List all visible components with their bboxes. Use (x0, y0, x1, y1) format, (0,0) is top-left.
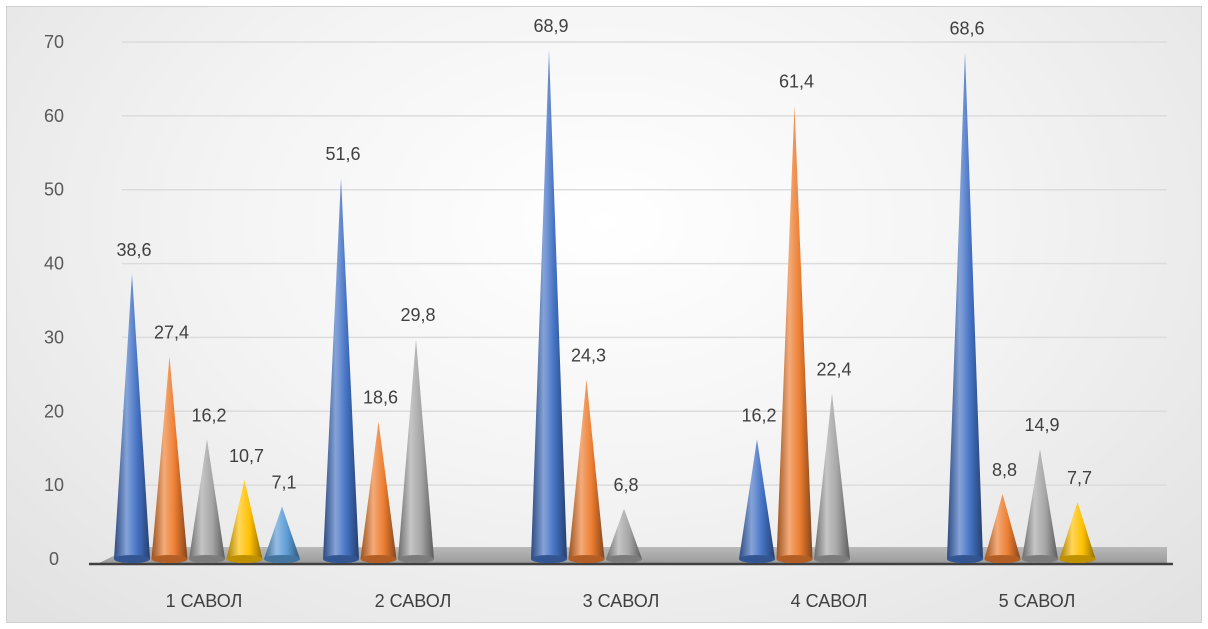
cone-base (264, 555, 300, 563)
y-tick-label: 60 (44, 106, 64, 126)
cone-bar (1022, 448, 1058, 563)
y-tick-label: 50 (44, 180, 64, 200)
cone-body (114, 273, 150, 563)
cone-series (114, 50, 1096, 564)
cone-base (114, 555, 150, 563)
cone-bar (151, 356, 188, 563)
cone-bar (606, 508, 642, 563)
y-tick-label: 0 (49, 549, 59, 569)
y-tick-label: 20 (44, 401, 64, 421)
cone-body (606, 508, 642, 563)
cone-body (814, 393, 850, 563)
cone-base (360, 555, 397, 563)
data-label: 6,8 (613, 475, 638, 495)
x-axis-categories: 1 САВОЛ 2 САВОЛ 3 САВОЛ 4 САВОЛ 5 САВОЛ (166, 591, 1076, 611)
cone-chart: 0 10 20 30 40 50 60 70 38,6 27,4 16,2 10,7 7,1 51,6 1… (44, 16, 1173, 611)
cone-base (151, 555, 188, 563)
data-label: 38,6 (116, 240, 151, 260)
data-label: 16,2 (191, 405, 226, 425)
cone-base (323, 555, 359, 563)
category-label: 2 САВОЛ (375, 591, 452, 611)
data-label: 29,8 (400, 305, 435, 325)
cone-base (1059, 555, 1096, 563)
data-label: 27,4 (154, 323, 189, 343)
cone-bar (739, 439, 775, 563)
chart-frame: 0 10 20 30 40 50 60 70 38,6 27,4 16,2 10,7 7,1 51,6 1… (6, 6, 1202, 623)
cone-bar (947, 52, 983, 564)
cone-base (189, 555, 225, 563)
data-labels: 38,6 27,4 16,2 10,7 7,1 51,6 18,6 29,8 68,9 24,3 6… (116, 16, 1092, 495)
cone-base (398, 555, 434, 563)
cone-bar (776, 105, 813, 563)
category-label: 1 САВОЛ (166, 591, 243, 611)
y-tick-label: 30 (44, 327, 64, 347)
cone-bar (531, 50, 567, 564)
y-axis-ticks: 0 10 20 30 40 50 60 70 (44, 32, 64, 569)
cone-body (264, 506, 300, 563)
cone-body (398, 338, 434, 563)
data-label: 68,9 (533, 16, 568, 36)
cone-bar (189, 439, 225, 563)
cone-base (531, 555, 567, 563)
cone-body (151, 356, 188, 563)
data-label: 14,9 (1024, 415, 1059, 435)
cone-body (1059, 502, 1096, 563)
data-label: 7,1 (271, 473, 296, 493)
cone-base (1022, 555, 1058, 563)
cone-body (360, 421, 397, 563)
grid-lines (122, 41, 1167, 486)
cone-bar (1059, 502, 1096, 563)
cone-body (531, 50, 567, 564)
cone-bar (323, 177, 359, 563)
cone-bar (360, 421, 397, 563)
cone-base (739, 555, 775, 563)
cone-body (739, 439, 775, 563)
cone-body (568, 379, 605, 563)
cone-bar (114, 273, 150, 563)
y-tick-label: 70 (44, 32, 64, 52)
cone-bar (568, 379, 605, 563)
category-label: 4 САВОЛ (791, 591, 868, 611)
cone-body (984, 494, 1021, 563)
cone-bar (226, 479, 263, 563)
cone-body (323, 177, 359, 563)
cone-base (568, 555, 605, 563)
y-tick-label: 10 (44, 475, 64, 495)
cone-base (984, 555, 1021, 563)
cone-base (606, 555, 642, 563)
data-label: 51,6 (325, 144, 360, 164)
y-tick-label: 40 (44, 254, 64, 274)
cone-base (776, 555, 813, 563)
data-label: 10,7 (229, 446, 264, 466)
data-label: 8,8 (992, 460, 1017, 480)
cone-body (189, 439, 225, 563)
data-label: 68,6 (949, 18, 984, 38)
data-label: 16,2 (741, 405, 776, 425)
cone-bar (814, 393, 850, 563)
data-label: 61,4 (779, 72, 814, 92)
cone-base (226, 555, 263, 563)
cone-body (947, 52, 983, 564)
cone-bar (984, 494, 1021, 563)
category-label: 5 САВОЛ (999, 591, 1076, 611)
category-label: 3 САВОЛ (583, 591, 660, 611)
data-label: 22,4 (816, 360, 851, 380)
data-label: 7,7 (1067, 468, 1092, 488)
cone-base (814, 555, 850, 563)
cone-body (1022, 448, 1058, 563)
cone-bar (264, 506, 300, 563)
cone-base (947, 555, 983, 563)
data-label: 24,3 (571, 346, 606, 366)
cone-body (776, 105, 813, 563)
cone-body (226, 479, 263, 563)
data-label: 18,6 (363, 388, 398, 408)
cone-bar (398, 338, 434, 563)
